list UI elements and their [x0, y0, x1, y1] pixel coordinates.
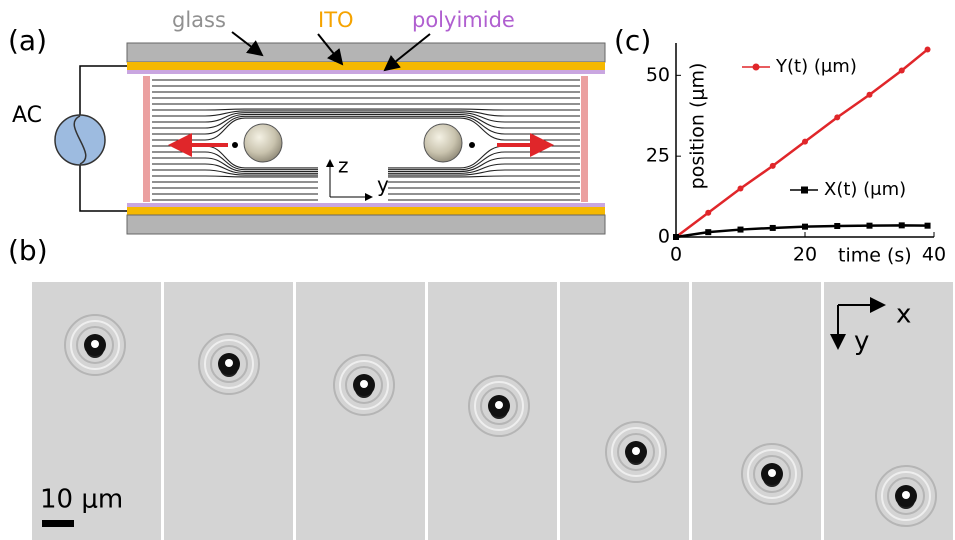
micrograph	[164, 282, 293, 540]
glass-label: glass	[172, 8, 226, 32]
figure: (a) (b) (c) z y AC glass ITO polyimide 1…	[0, 0, 955, 540]
y-tick-label: 50	[646, 64, 670, 86]
micrographs	[32, 282, 953, 540]
axis-label: y	[854, 327, 869, 357]
chart: 0 20 40 0 25 50 time (s) position (μm) Y(t) (μm)…	[646, 43, 946, 267]
legend-marker	[801, 187, 808, 194]
marker	[834, 114, 840, 120]
bead-glint	[225, 359, 233, 367]
y-tick-label: 25	[646, 145, 670, 167]
wall	[581, 76, 588, 202]
marker	[899, 222, 905, 228]
glass	[127, 215, 605, 234]
marker	[925, 46, 931, 52]
polyimide	[127, 70, 605, 74]
panel-label: (c)	[614, 24, 651, 57]
micrograph	[560, 282, 689, 540]
marker	[802, 224, 808, 230]
y-axis-label: position (μm)	[687, 63, 709, 190]
micrograph	[296, 282, 425, 540]
marker	[770, 163, 776, 169]
wall	[143, 76, 150, 202]
field-line	[152, 111, 580, 116]
marker	[738, 227, 744, 233]
marker	[802, 139, 808, 145]
marker	[673, 234, 679, 240]
marker	[705, 210, 711, 216]
bead-glint	[360, 380, 368, 388]
field-line	[152, 118, 580, 140]
x-tick-label: 40	[922, 244, 946, 266]
scale-bar	[42, 520, 74, 527]
legend-marker	[753, 64, 760, 71]
defect	[469, 142, 475, 148]
axis-label: y	[377, 173, 389, 197]
axis-label: z	[338, 154, 349, 178]
bead-glint	[495, 401, 503, 409]
ito	[127, 207, 605, 215]
series-line	[676, 225, 928, 237]
x-tick-label: 20	[793, 244, 817, 266]
cell-diagram: z y AC glass ITO polyimide	[12, 8, 605, 234]
scale-bar-label: 10 μm	[40, 485, 123, 515]
ito-label: ITO	[318, 8, 354, 32]
bead-glint	[768, 469, 776, 477]
legend-label: X(t) (μm)	[824, 179, 906, 200]
x-axis-label: time (s)	[838, 245, 912, 267]
panel-label: (b)	[8, 234, 48, 267]
marker	[738, 186, 744, 192]
x-tick-label: 0	[670, 244, 682, 266]
bead-glint	[902, 491, 910, 499]
ac-label: AC	[12, 103, 42, 128]
polyimide-label: polyimide	[412, 8, 515, 32]
polyimide	[127, 203, 605, 207]
axis-label: x	[896, 300, 911, 330]
series-line	[676, 49, 928, 237]
ito	[127, 62, 605, 70]
field-line	[152, 109, 580, 110]
marker	[867, 223, 873, 229]
particle	[424, 124, 462, 162]
defect	[232, 142, 238, 148]
particle	[244, 124, 282, 162]
y-tick-label: 0	[658, 226, 670, 248]
marker	[899, 67, 905, 73]
marker	[705, 229, 711, 235]
panel-label: (a)	[8, 24, 47, 57]
marker	[834, 223, 840, 229]
marker	[867, 92, 873, 98]
field-line	[152, 116, 580, 134]
bead-glint	[91, 340, 99, 348]
glass	[127, 43, 605, 62]
bead-glint	[632, 447, 640, 455]
legend-label: Y(t) (μm)	[775, 56, 857, 77]
micrograph	[692, 282, 821, 540]
marker	[925, 223, 931, 229]
marker	[770, 225, 776, 231]
